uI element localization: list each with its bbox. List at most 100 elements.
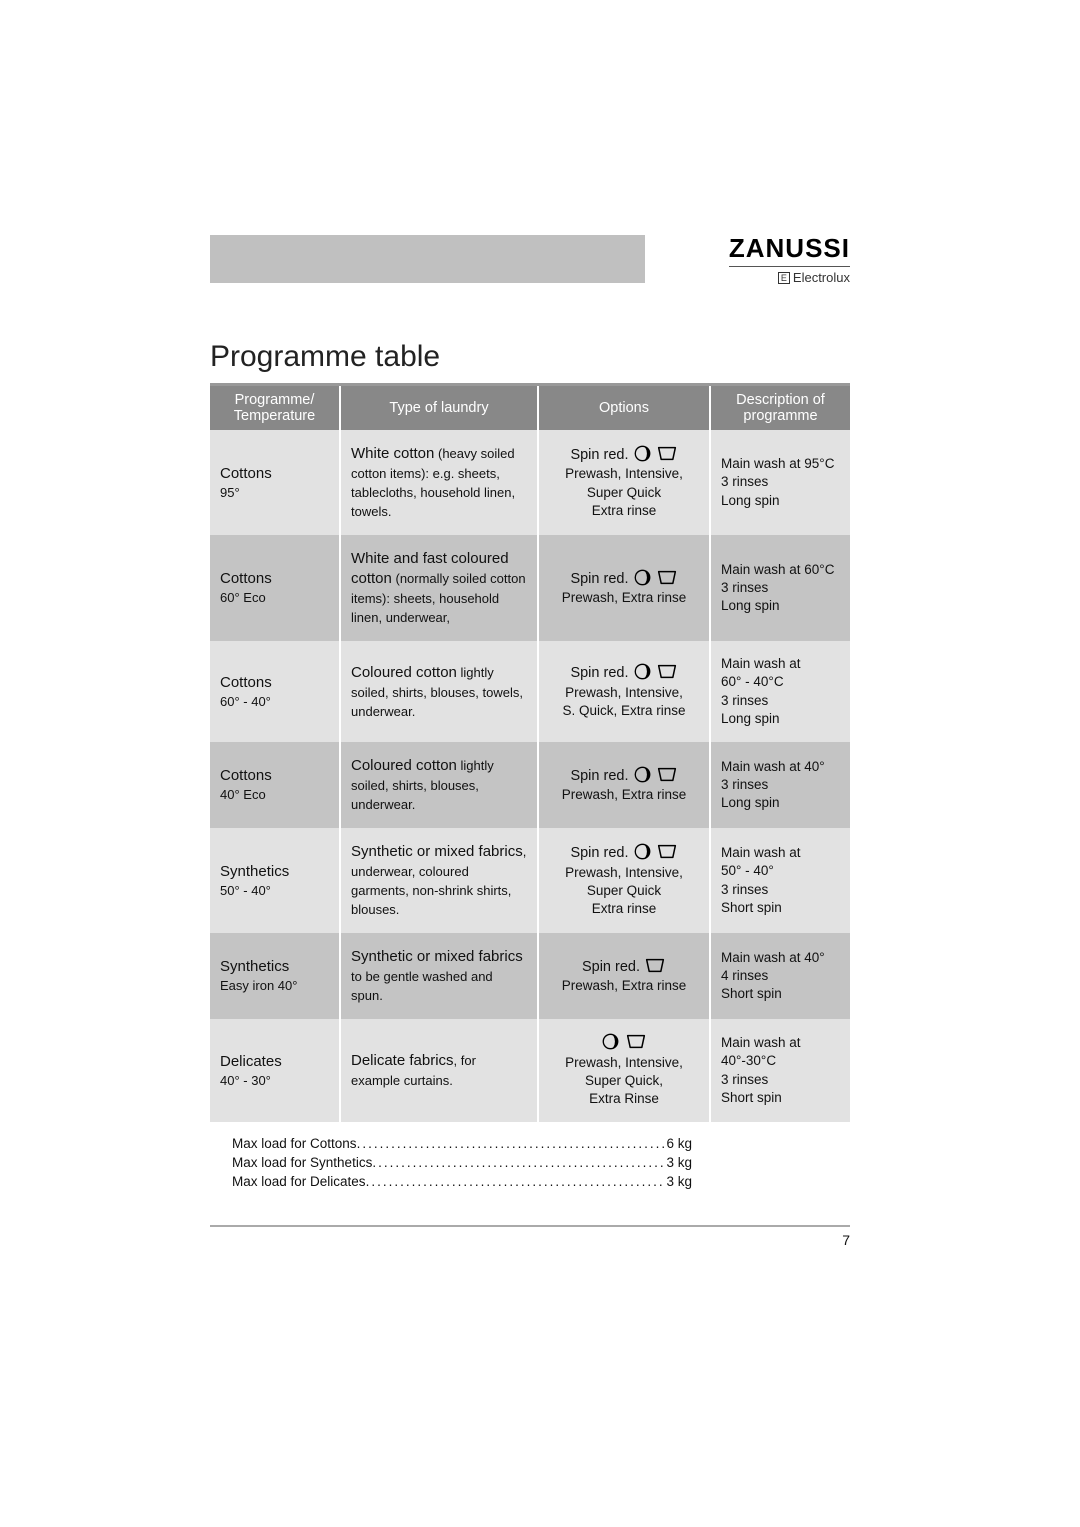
programme-temp: 40° Eco [220,786,329,804]
page-title: Programme table [210,340,440,374]
description-line: 3 rinses [721,579,840,597]
cell-programme: SyntheticsEasy iron 40° [210,933,340,1019]
options-line: Prewash, Intensive, [549,684,699,702]
programme-temp: 60° - 40° [220,693,329,711]
cell-options: Spin red. Prewash, Extra rinse [538,933,710,1019]
cell-laundry: White cotton (heavy soiled cotton items)… [340,430,538,535]
table-row: Synthetics50° - 40°Synthetic or mixed fa… [210,828,850,933]
max-load-label: Max load for Delicates [232,1173,366,1192]
max-load-value: 3 kg [664,1173,692,1192]
brand-main: ZANUSSI [729,233,850,264]
options-line: Super Quick, [549,1072,699,1090]
description-line: 60° - 40°C [721,673,840,691]
description-line: Main wash at 40° [721,949,840,967]
cell-programme: Cottons40° Eco [210,742,340,828]
programme-name: Cottons [220,766,329,786]
description-line: Long spin [721,597,840,615]
programme-table: Programme/Temperature Type of laundry Op… [210,386,850,1122]
cell-description: Main wash at 95°C3 rinsesLong spin [710,430,850,535]
laundry-lead: Synthetic or mixed fabrics [351,948,523,965]
brand-block: ZANUSSI EElectrolux [729,233,850,285]
brand-sub-text: Electrolux [793,270,850,285]
table-row: Cottons60° - 40°Coloured cotton lightly … [210,641,850,742]
description-line: 3 rinses [721,1071,840,1089]
brand-sub: EElectrolux [729,266,850,285]
laundry-rest: to be gentle washed and spun. [351,969,493,1003]
max-loads-block: Max load for Cottons....................… [232,1135,692,1192]
programme-temp: Easy iron 40° [220,977,329,995]
table-row: SyntheticsEasy iron 40°Synthetic or mixe… [210,933,850,1019]
cell-options: Prewash, Intensive,Super Quick,Extra Rin… [538,1019,710,1122]
header-brand-area: ZANUSSI EElectrolux [645,235,850,283]
col-header-options: Options [538,386,710,430]
programme-name: Cottons [220,569,329,589]
description-line: 3 rinses [721,881,840,899]
description-line: 40°-30°C [721,1052,840,1070]
cell-laundry: Synthetic or mixed fabrics to be gentle … [340,933,538,1019]
cell-description: Main wash at 40°4 rinsesShort spin [710,933,850,1019]
max-load-label: Max load for Cottons [232,1135,357,1154]
max-load-line: Max load for Cottons....................… [232,1135,692,1154]
cell-programme: Cottons60° Eco [210,535,340,641]
rinse-hold-icon [626,1033,646,1050]
description-line: Main wash at 95°C [721,455,840,473]
description-line: 3 rinses [721,473,840,491]
cell-options: Spin red. Prewash, Intensive,Super Quick… [538,430,710,535]
cell-programme: Synthetics50° - 40° [210,828,340,933]
options-spin-line: Spin red. [549,766,699,787]
description-line: Long spin [721,710,840,728]
laundry-lead: White cotton [351,445,434,462]
description-line: Main wash at 40° [721,758,840,776]
options-spin-line: Spin red. [549,445,699,466]
cell-programme: Cottons60° - 40° [210,641,340,742]
options-line: Prewash, Intensive, [549,864,699,882]
night-cycle-icon [634,569,651,586]
options-line: Super Quick [549,882,699,900]
description-line: Main wash at [721,655,840,673]
cell-description: Main wash at 60°C3 rinsesLong spin [710,535,850,641]
night-cycle-icon [634,445,651,462]
max-load-dots: ........................................… [366,1173,665,1192]
night-cycle-icon [634,663,651,680]
options-line: Extra Rinse [549,1090,699,1108]
rinse-hold-icon [657,766,677,783]
cell-description: Main wash at40°-30°C3 rinsesShort spin [710,1019,850,1122]
cell-programme: Delicates40° - 30° [210,1019,340,1122]
table-row: Cottons40° EcoColoured cotton lightly so… [210,742,850,828]
max-load-line: Max load for Delicates .................… [232,1173,692,1192]
table-row: Cottons95°White cotton (heavy soiled cot… [210,430,850,535]
description-line: Long spin [721,794,840,812]
cell-laundry: Delicate fabrics, for example curtains. [340,1019,538,1122]
options-spin-line: Spin red. [549,957,699,978]
cell-laundry: Synthetic or mixed fabrics, underwear, c… [340,828,538,933]
programme-temp: 40° - 30° [220,1072,329,1090]
description-line: Main wash at [721,1034,840,1052]
cell-options: Spin red. Prewash, Extra rinse [538,742,710,828]
description-line: 3 rinses [721,692,840,710]
table-row: Delicates40° - 30°Delicate fabrics, for … [210,1019,850,1122]
cell-laundry: Coloured cotton lightly soiled, shirts, … [340,742,538,828]
max-load-value: 6 kg [664,1135,692,1154]
programme-name: Cottons [220,673,329,693]
header-band-fill [210,235,645,283]
cell-options: Spin red. Prewash, Intensive,S. Quick, E… [538,641,710,742]
programme-name: Delicates [220,1052,329,1072]
options-spin-line: Spin red. [549,663,699,684]
options-spin-line: Spin red. [549,569,699,590]
cell-laundry: White and fast coloured cotton (normally… [340,535,538,641]
options-line: Prewash, Extra rinse [549,977,699,995]
options-line: Prewash, Extra rinse [549,786,699,804]
laundry-lead: Synthetic or mixed fabrics [351,843,523,860]
cell-options: Spin red. Prewash, Intensive,Super Quick… [538,828,710,933]
description-line: 3 rinses [721,776,840,794]
max-load-dots: ........................................… [372,1154,664,1173]
rinse-hold-icon [645,957,665,974]
max-load-label: Max load for Synthetics [232,1154,372,1173]
programme-name: Synthetics [220,957,329,977]
programme-name: Synthetics [220,862,329,882]
col-header-laundry: Type of laundry [340,386,538,430]
description-line: Long spin [721,492,840,510]
options-line: Super Quick [549,484,699,502]
footer-rule [210,1225,850,1227]
table-row: Cottons60° EcoWhite and fast coloured co… [210,535,850,641]
